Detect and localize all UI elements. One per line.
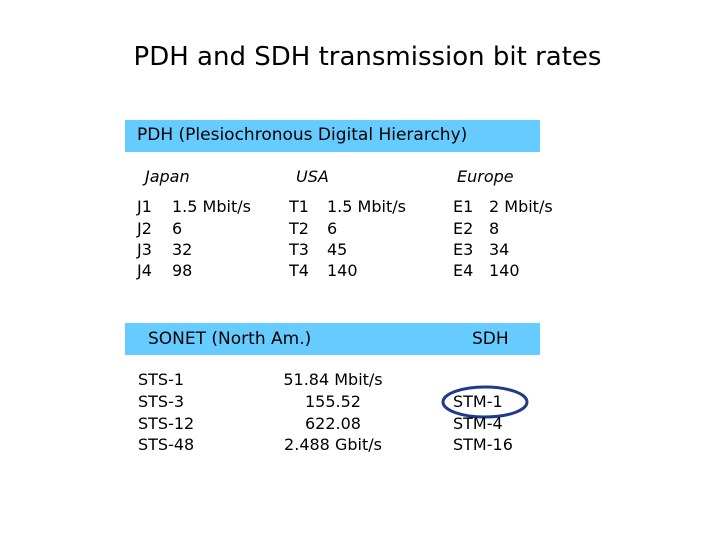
sts-rate: 622.08 [305,414,361,433]
stm-name: STM-1 [453,392,503,411]
rate-code: T1 [289,197,309,216]
rate-code: J2 [137,219,152,238]
rate-code: J3 [137,240,152,259]
column-heading: Europe [457,167,514,186]
rate-value: 1.5 Mbit/s [172,197,251,216]
rate-value: 140 [489,261,520,280]
sts-rate: 155.52 [305,392,361,411]
rate-value: 6 [172,219,183,238]
rate-value: 34 [489,240,510,259]
stm-name: STM-4 [453,414,503,433]
sonet-header: SONET (North Am.) [148,329,312,349]
rate-value: 6 [327,219,338,238]
rate-code: E1 [453,197,474,216]
title: PDH and SDH transmission bit rates [133,42,602,72]
rate-code: J1 [137,197,152,216]
sts-name: STS-48 [138,435,195,454]
pdh-header-box [125,120,540,152]
rate-value: 8 [489,219,500,238]
rate-value: 32 [172,240,193,259]
rate-code: E3 [453,240,474,259]
rate-value: 1.5 Mbit/s [327,197,406,216]
sts-rate: 2.488 Gbit/s [284,435,382,454]
rate-code: E2 [453,219,474,238]
rate-value: 98 [172,261,193,280]
column-heading: Japan [145,167,190,186]
sts-name: STS-1 [138,370,185,389]
rate-code: T4 [289,261,309,280]
sts-name: STS-3 [138,392,185,411]
sdh-header: SDH [472,329,509,349]
rate-code: J4 [137,261,152,280]
rate-code: E4 [453,261,474,280]
sts-rate: 51.84 Mbit/s [283,370,383,389]
stm-name: STM-16 [453,435,513,454]
rate-value: 45 [327,240,348,259]
rate-code: T2 [289,219,309,238]
pdh-header: PDH (Plesiochronous Digital Hierarchy) [137,125,468,145]
rate-value: 140 [327,261,358,280]
rate-code: T3 [289,240,309,259]
column-heading: USA [296,167,329,186]
rate-value: 2 Mbit/s [489,197,553,216]
sonet-header-box [125,323,540,355]
sts-name: STS-12 [138,414,195,433]
